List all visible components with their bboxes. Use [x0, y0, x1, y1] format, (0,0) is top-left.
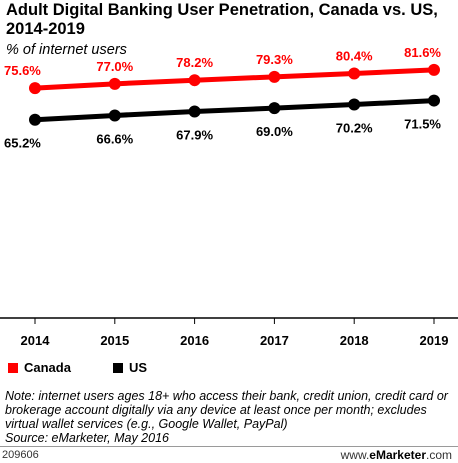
data-point-us [348, 98, 361, 111]
data-label-us: 70.2% [336, 121, 373, 136]
series-line-canada [34, 67, 435, 91]
data-label-canada: 79.3% [256, 52, 293, 67]
chart-note: Note: internet users ages 18+ who access… [5, 389, 455, 445]
data-label-canada: 75.6% [4, 63, 41, 78]
brand-link[interactable]: www.eMarketer.com [341, 448, 452, 462]
legend-item-canada: Canada [8, 360, 71, 375]
x-tick-label: 2019 [420, 333, 449, 348]
data-point-us [29, 113, 41, 126]
data-label-canada: 80.4% [336, 49, 373, 64]
data-point-canada [29, 82, 41, 95]
x-tick-label: 2015 [100, 333, 129, 348]
data-label-canada: 81.6% [404, 45, 441, 60]
data-point-us [188, 105, 201, 118]
legend-swatch-us [113, 362, 123, 373]
data-point-canada [108, 77, 121, 90]
data-point-us [268, 102, 281, 115]
chart-subtitle: % of internet users [6, 42, 127, 58]
data-point-canada [188, 74, 201, 87]
data-label-canada: 77.0% [96, 59, 133, 74]
data-label-us: 66.6% [96, 131, 133, 146]
data-label-us: 71.5% [404, 117, 441, 132]
legend-label-us: US [129, 360, 148, 375]
note-text: Note: internet users ages 18+ who access… [5, 389, 448, 431]
line-chart: 2014 2015 2016 2017 2018 2019 75.6% 77.0% 78.2% 7… [0, 45, 458, 348]
chart-title: Adult Digital Banking User Penetration, … [6, 1, 438, 38]
data-label-us: 67.9% [176, 128, 213, 143]
x-tick-label: 2017 [260, 333, 289, 348]
data-point-us [108, 109, 121, 122]
data-point-canada [428, 63, 440, 76]
x-tick-label: 2016 [180, 333, 209, 348]
data-label-canada: 78.2% [176, 55, 213, 70]
legend-label-canada: Canada [24, 360, 71, 375]
legend-swatch-canada [8, 362, 18, 373]
brand-name: eMarketer [369, 448, 426, 462]
chart-id: 209606 [2, 449, 39, 461]
legend-item-us: US [113, 360, 147, 375]
x-tick-label: 2014 [21, 333, 51, 348]
source-text: Source: eMarketer, May 2016 [5, 431, 169, 445]
data-label-us: 65.2% [4, 136, 41, 151]
series-line-us [34, 98, 435, 123]
data-label-us: 69.0% [256, 124, 293, 139]
data-point-canada [348, 67, 361, 80]
footer-divider [0, 446, 458, 447]
brand-prefix: www. [340, 448, 370, 462]
x-tick-label: 2018 [340, 333, 369, 348]
data-point-canada [268, 70, 281, 83]
brand-suffix: .com [425, 448, 452, 462]
data-point-us [428, 94, 440, 107]
